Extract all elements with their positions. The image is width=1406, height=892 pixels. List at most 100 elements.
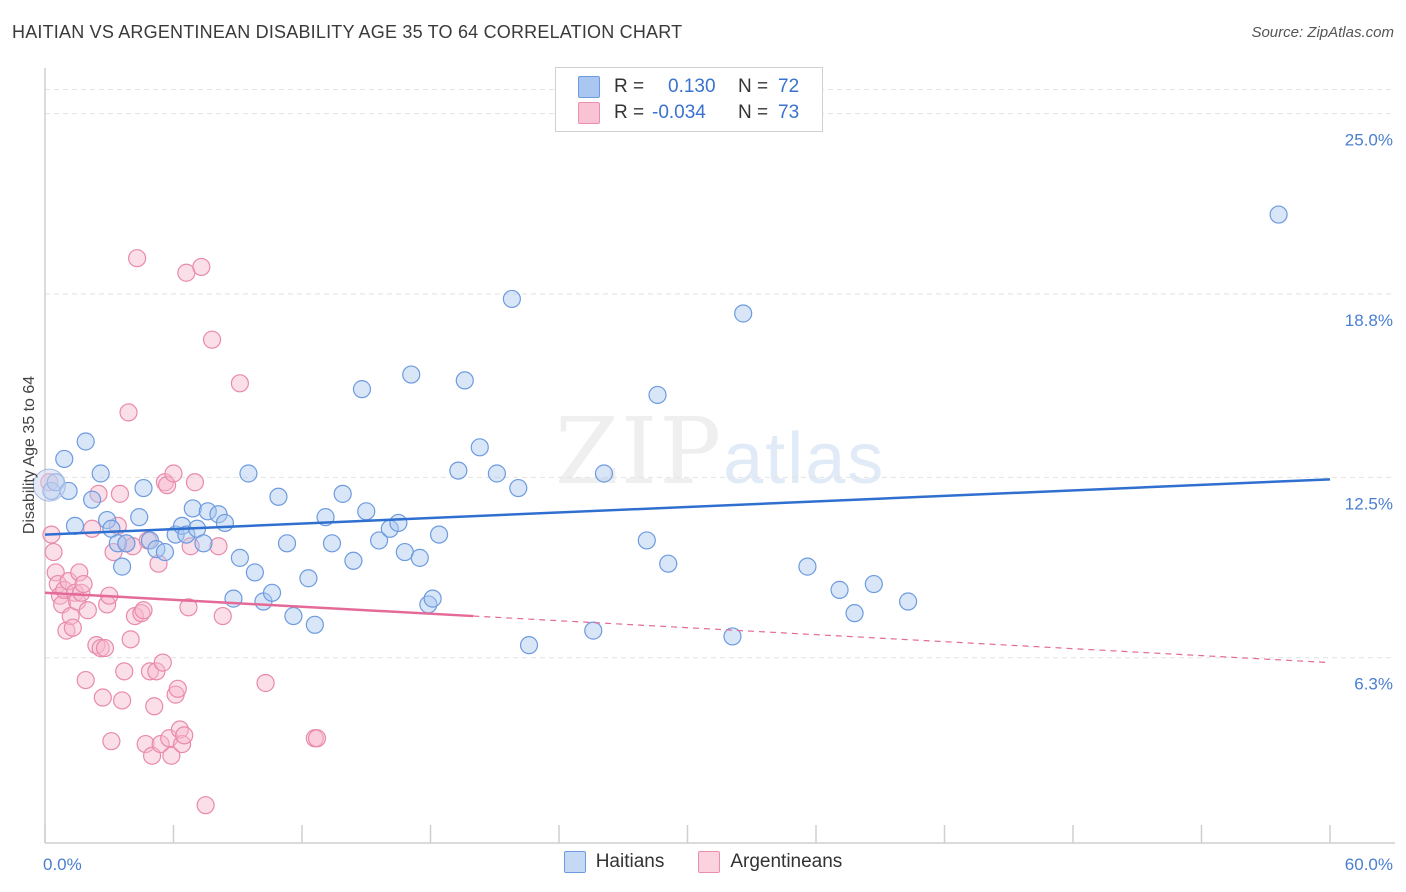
legend-row-haitians: R = 0.130 N = 72 (578, 74, 799, 100)
argentineans-point (136, 734, 155, 754)
haitians-point (91, 464, 110, 483)
haitians-point (845, 604, 864, 623)
haitians-point (299, 569, 318, 588)
haitians-point (470, 438, 489, 457)
argentineans-point (175, 726, 194, 745)
argentineans-swatch (578, 102, 600, 124)
haitians-point (389, 513, 408, 533)
haitians-point (864, 574, 883, 594)
argentineans-point (230, 374, 249, 393)
bottom-legend: Haitians Argentineans (0, 851, 1406, 873)
argentineans-legend-label: Argentineans (730, 851, 843, 872)
argentineans-point (157, 476, 177, 495)
source-label: Source: ZipAtlas.com (1251, 24, 1394, 41)
argentineans-point (132, 604, 151, 623)
argentineans-point (140, 662, 160, 681)
n-label: N = (738, 102, 769, 123)
bottom-legend-haitians: Haitians (563, 851, 664, 873)
legend-row-argentineans: R = -0.034 N = 73 (578, 100, 799, 126)
argentineans-point (83, 519, 102, 538)
haitians-point (134, 478, 153, 498)
haitians-point (245, 563, 264, 582)
legend: R = 0.130 N = 72 R = -0.034 N = 73 (555, 67, 823, 132)
bottom-legend-argentineans: Argentineans (698, 851, 842, 873)
haitians-point (898, 592, 918, 611)
argentineans-point (112, 691, 132, 710)
y-axis-label: Disability Age 35 to 64 (21, 376, 38, 534)
argentineans-point (119, 403, 138, 422)
haitians-point (509, 478, 528, 498)
haitians-point (32, 468, 66, 502)
argentineans-trend-line (44, 591, 474, 618)
haitians-point (648, 385, 667, 405)
x-tick-label: 0.0% (43, 855, 82, 874)
haitians-point (177, 525, 196, 544)
argentineans-point (78, 601, 97, 620)
trend-lines (44, 478, 1331, 664)
n-value: 72 (778, 76, 800, 97)
argentineans-point (307, 729, 327, 748)
argentineans-swatch (698, 851, 721, 873)
haitians-point (449, 461, 468, 480)
haitians-point (487, 464, 506, 483)
haitians-point (352, 380, 372, 399)
watermark-zip: ZIP (555, 398, 724, 505)
haitians-point (155, 542, 175, 562)
argentineans-point (110, 484, 130, 503)
argentineans-point (168, 679, 187, 698)
argentineans-point (104, 542, 123, 562)
haitians-point (594, 464, 614, 483)
haitians-point (519, 636, 539, 655)
axes (44, 68, 1395, 844)
argentineans-point (192, 257, 211, 277)
haitians-point (239, 464, 258, 483)
haitians-point (198, 502, 217, 521)
haitians-point (637, 531, 656, 550)
haitians-points (32, 205, 1288, 655)
argentineans-point (256, 673, 275, 693)
haitians-point (83, 490, 102, 509)
argentineans-point (70, 563, 89, 582)
haitians-point (410, 548, 429, 567)
haitians-point (455, 371, 474, 390)
haitians-point (798, 557, 817, 576)
argentineans-point (74, 574, 93, 594)
argentineans-point (46, 563, 65, 582)
y-tick-label: 25.0% (1345, 131, 1393, 150)
argentineans-point (95, 638, 115, 658)
argentineans-trend-extension (473, 615, 1331, 664)
haitians-point (98, 510, 117, 530)
argentineans-point (127, 249, 147, 268)
r-label: R = (614, 102, 645, 123)
haitians-point (183, 499, 202, 518)
haitians-point (423, 589, 442, 608)
haitians-point (357, 502, 376, 521)
haitians-point (262, 583, 282, 602)
argentineans-point (115, 662, 134, 681)
haitians-point (333, 484, 352, 503)
argentineans-point (76, 670, 95, 690)
n-label: N = (738, 76, 769, 97)
haitians-point (344, 551, 363, 570)
haitians-point (284, 606, 303, 626)
r-value: 0.130 (668, 76, 716, 97)
r-label: R = (614, 76, 645, 97)
haitians-point (322, 534, 342, 553)
haitians-swatch (578, 76, 600, 98)
r-value: -0.034 (652, 102, 706, 123)
haitians-point (76, 432, 95, 451)
haitians-point (117, 534, 136, 553)
argentineans-point (91, 638, 110, 658)
argentineans-point (121, 630, 140, 649)
argentineans-point (196, 796, 215, 815)
argentineans-point (162, 746, 181, 765)
argentineans-point (153, 653, 172, 672)
tick-labels: 6.3% 12.5% 18.8% 25.0% 0.0% 60.0% (43, 131, 1393, 874)
argentineans-point (164, 464, 183, 483)
y-tick-label: 6.3% (1354, 675, 1393, 694)
argentineans-point (202, 330, 222, 349)
haitians-point (130, 508, 149, 527)
watermark-atlas: atlas (723, 419, 886, 499)
haitians-point (830, 580, 849, 599)
